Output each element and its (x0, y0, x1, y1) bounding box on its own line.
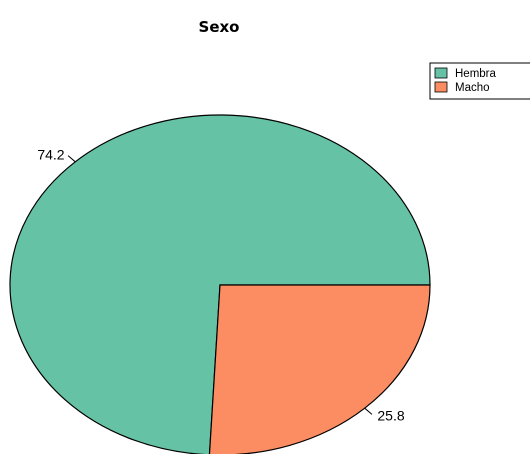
legend-label-macho: Macho (455, 82, 490, 94)
leader-lines (67, 155, 373, 415)
data-labels: 74.2 25.8 (37, 146, 405, 423)
pie-slice-macho (208, 284, 431, 454)
leader-line-hembra (67, 155, 76, 163)
legend-swatch-macho (434, 81, 448, 93)
data-label-macho: 25.8 (377, 408, 404, 424)
data-label-hembra: 74.2 (37, 146, 64, 162)
leader-line-macho (364, 407, 373, 415)
legend-label-hembra: Hembra (455, 68, 497, 80)
pie-slices (9, 114, 431, 454)
legend: Hembra Macho (429, 62, 530, 100)
legend-swatch-hembra (434, 67, 448, 79)
chart-title: Sexo (199, 18, 240, 36)
